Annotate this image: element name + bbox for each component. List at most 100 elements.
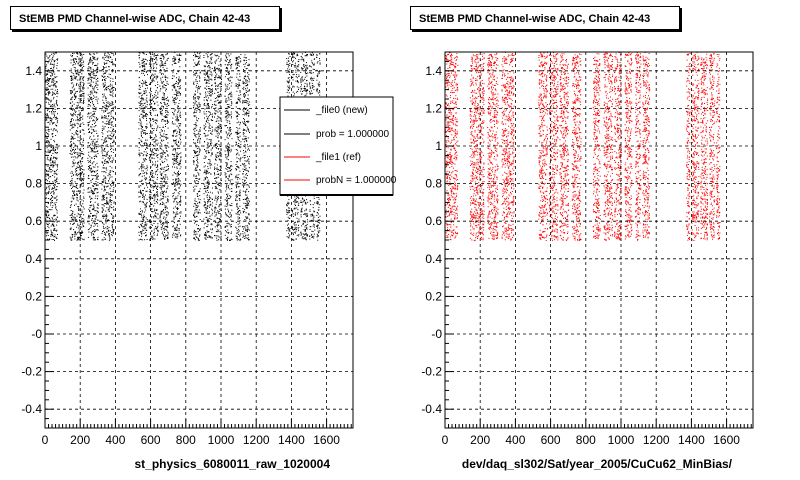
data-point	[109, 94, 111, 96]
data-point	[160, 164, 161, 166]
data-point	[194, 93, 196, 95]
data-point	[96, 178, 98, 180]
data-point	[166, 188, 168, 190]
data-point	[55, 208, 57, 210]
data-point	[74, 238, 76, 240]
data-point	[151, 60, 153, 62]
data-point	[156, 188, 157, 190]
data-point	[104, 52, 106, 54]
data-point	[56, 91, 58, 93]
data-point	[195, 90, 196, 92]
data-point	[79, 120, 81, 122]
data-point	[172, 232, 174, 234]
data-point	[57, 164, 59, 166]
data-point	[145, 116, 147, 118]
data-point	[161, 114, 163, 116]
data-point	[197, 158, 199, 160]
data-point	[172, 99, 174, 101]
data-point	[173, 56, 175, 58]
data-point	[107, 105, 109, 107]
data-point	[139, 142, 141, 143]
data-point	[179, 60, 181, 61]
data-point	[76, 152, 78, 154]
data-point	[142, 62, 144, 64]
data-point	[196, 180, 198, 181]
data-point	[88, 73, 89, 75]
data-point	[107, 150, 109, 152]
data-point	[93, 119, 95, 121]
data-point	[104, 138, 106, 140]
data-point	[163, 106, 164, 108]
data-point	[150, 114, 152, 116]
data-point	[48, 83, 49, 85]
data-point	[176, 54, 178, 56]
data-point	[156, 129, 158, 131]
data-point	[140, 224, 142, 226]
data-point	[161, 98, 163, 100]
data-point	[87, 217, 89, 219]
data-point	[180, 185, 181, 187]
data-point	[165, 181, 167, 183]
data-point	[161, 178, 163, 179]
data-point	[46, 137, 48, 139]
data-point	[141, 64, 143, 66]
data-point	[144, 205, 146, 207]
data-point	[166, 211, 168, 213]
data-point	[163, 136, 165, 138]
data-point	[56, 129, 58, 131]
data-point	[230, 161, 232, 163]
data-point	[199, 199, 201, 201]
data-point	[228, 168, 230, 170]
data-point	[176, 227, 178, 229]
data-point	[77, 119, 79, 121]
data-point	[173, 183, 175, 185]
data-point	[143, 70, 145, 72]
data-point	[177, 120, 179, 122]
data-point	[161, 120, 163, 122]
data-point	[47, 217, 49, 218]
data-point	[174, 58, 176, 60]
data-point	[103, 237, 105, 239]
data-point	[56, 178, 58, 180]
data-point	[157, 91, 159, 93]
data-point	[138, 54, 140, 56]
data-point	[155, 95, 157, 97]
data-point	[75, 174, 77, 176]
data-point	[162, 221, 164, 223]
data-point	[103, 167, 105, 169]
data-point	[74, 99, 76, 100]
data-point	[74, 95, 76, 97]
data-point	[215, 156, 217, 158]
data-point	[97, 135, 99, 137]
data-point	[49, 209, 51, 211]
data-point	[154, 119, 156, 121]
data-point	[195, 123, 197, 125]
data-point	[146, 81, 147, 83]
data-point	[210, 99, 212, 101]
data-point	[45, 66, 47, 67]
data-point	[165, 190, 167, 192]
data-point	[155, 76, 157, 78]
data-point	[180, 79, 182, 81]
data-point	[75, 171, 77, 173]
data-point	[214, 79, 216, 81]
data-point	[105, 140, 107, 142]
data-point	[177, 174, 179, 176]
data-point	[204, 171, 206, 173]
data-point	[80, 123, 82, 125]
data-point	[52, 147, 54, 149]
data-point	[51, 67, 52, 69]
data-point	[175, 198, 177, 199]
data-point	[214, 98, 216, 99]
data-point	[144, 107, 146, 108]
data-point	[218, 239, 220, 241]
data-point	[54, 173, 56, 175]
data-point	[57, 166, 58, 168]
data-point	[70, 121, 72, 122]
data-point	[138, 88, 140, 90]
data-point	[56, 101, 58, 103]
data-point	[79, 219, 81, 221]
data-point	[176, 207, 178, 209]
data-point	[199, 195, 201, 197]
data-point	[195, 86, 197, 88]
